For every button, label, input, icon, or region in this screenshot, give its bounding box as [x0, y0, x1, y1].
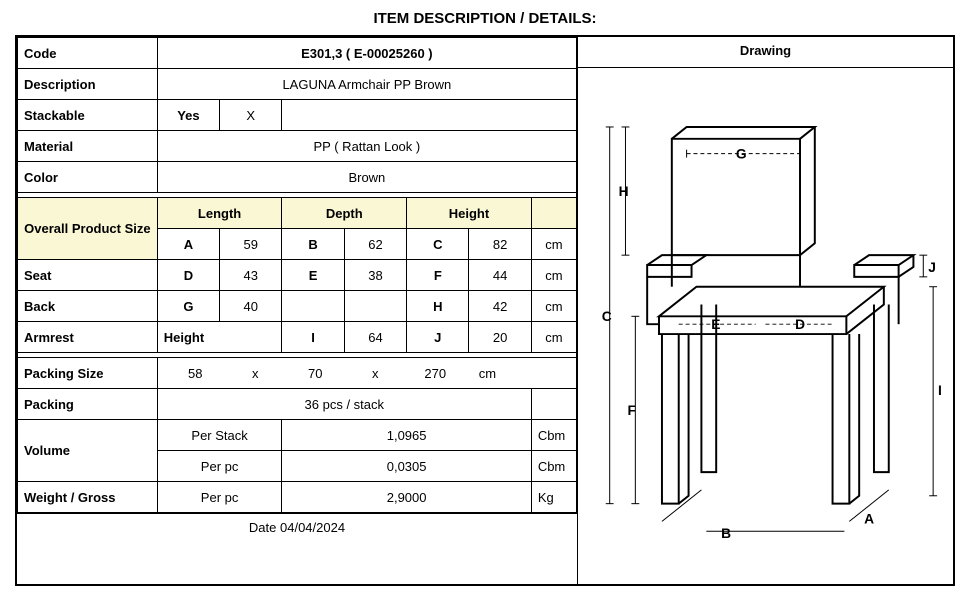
dim-I: I [282, 322, 344, 353]
dim-Bv: 62 [344, 229, 406, 260]
armrest-height-label: Height [157, 322, 282, 353]
unit-cm-2: cm [531, 260, 576, 291]
letter-B: B [721, 526, 731, 541]
pack-unit: cm [473, 366, 523, 381]
pack-d3: 270 [398, 366, 473, 381]
label-weight: Weight / Gross [18, 482, 158, 513]
vol-unit-2: Cbm [531, 451, 576, 482]
date-row: Date 04/04/2024 [17, 513, 577, 541]
unit-cm-1: cm [531, 229, 576, 260]
col-depth: Depth [282, 198, 407, 229]
pack-d2: 70 [278, 366, 353, 381]
back-blank2 [344, 291, 406, 322]
dim-G: G [157, 291, 219, 322]
dim-Iv: 64 [344, 322, 406, 353]
label-overall: Overall Product Size [18, 198, 158, 260]
col-unit-blank [531, 198, 576, 229]
dim-D: D [157, 260, 219, 291]
chair-drawing: H C F G E D J I A B [578, 68, 953, 584]
stackable-x: X [220, 100, 282, 131]
value-description: LAGUNA Armchair PP Brown [157, 69, 576, 100]
letter-J: J [928, 260, 936, 275]
packing-size-row: 58 x 70 x 270 cm [157, 358, 576, 389]
value-color: Brown [157, 162, 576, 193]
vol-per-pc-label: Per pc [157, 451, 282, 482]
col-height: Height [407, 198, 532, 229]
letter-G: G [736, 147, 747, 162]
label-volume: Volume [18, 420, 158, 482]
stackable-blank [282, 100, 577, 131]
label-material: Material [18, 131, 158, 162]
dim-Gv: 40 [220, 291, 282, 322]
drawing-header: Drawing [578, 37, 953, 68]
label-color: Color [18, 162, 158, 193]
dim-Fv: 44 [469, 260, 531, 291]
pack-x2: x [353, 366, 398, 381]
weight-unit: Kg [531, 482, 576, 513]
dim-Cv: 82 [469, 229, 531, 260]
date-prefix: Date [249, 520, 280, 535]
pack-x1: x [233, 366, 278, 381]
unit-cm-4: cm [531, 322, 576, 353]
spec-table-area: Code E301,3 ( E-00025260 ) Description L… [17, 37, 577, 584]
dim-Hv: 42 [469, 291, 531, 322]
date-value: 04/04/2024 [280, 520, 345, 535]
letter-F: F [627, 403, 635, 418]
label-armrest: Armrest [18, 322, 158, 353]
letter-E: E [711, 317, 720, 332]
value-packing: 36 pcs / stack [157, 389, 531, 420]
dim-A: A [157, 229, 219, 260]
col-length: Length [157, 198, 282, 229]
dim-J: J [407, 322, 469, 353]
letter-I: I [938, 383, 942, 398]
back-blank1 [282, 291, 344, 322]
dim-Av: 59 [220, 229, 282, 260]
vol-stack: 1,0965 [282, 420, 531, 451]
spec-table: Code E301,3 ( E-00025260 ) Description L… [17, 37, 577, 513]
stackable-yes: Yes [157, 100, 219, 131]
value-material: PP ( Rattan Look ) [157, 131, 576, 162]
dim-B: B [282, 229, 344, 260]
label-packing-size: Packing Size [18, 358, 158, 389]
weight-per-pc-label: Per pc [157, 482, 282, 513]
letter-A: A [864, 511, 874, 526]
packing-blank [531, 389, 576, 420]
drawing-panel: Drawing [577, 37, 953, 584]
dim-F: F [407, 260, 469, 291]
letter-H: H [619, 184, 629, 199]
dim-E: E [282, 260, 344, 291]
vol-per-stack-label: Per Stack [157, 420, 282, 451]
vol-pc: 0,0305 [282, 451, 531, 482]
weight-pc: 2,9000 [282, 482, 531, 513]
dim-Jv: 20 [469, 322, 531, 353]
label-packing: Packing [18, 389, 158, 420]
label-description: Description [18, 69, 158, 100]
label-stackable: Stackable [18, 100, 158, 131]
label-back: Back [18, 291, 158, 322]
letter-D: D [795, 317, 805, 332]
vol-unit-1: Cbm [531, 420, 576, 451]
dim-Dv: 43 [220, 260, 282, 291]
dim-Ev: 38 [344, 260, 406, 291]
letter-C: C [602, 309, 612, 324]
unit-cm-3: cm [531, 291, 576, 322]
label-code: Code [18, 38, 158, 69]
spec-sheet: Code E301,3 ( E-00025260 ) Description L… [15, 35, 955, 586]
value-code: E301,3 ( E-00025260 ) [157, 38, 576, 69]
chair-svg: H C F G E D J I A B [588, 88, 943, 564]
page-title: ITEM DESCRIPTION / DETAILS: [15, 10, 955, 27]
dim-C: C [407, 229, 469, 260]
label-seat: Seat [18, 260, 158, 291]
pack-d1: 58 [158, 366, 233, 381]
dim-H: H [407, 291, 469, 322]
